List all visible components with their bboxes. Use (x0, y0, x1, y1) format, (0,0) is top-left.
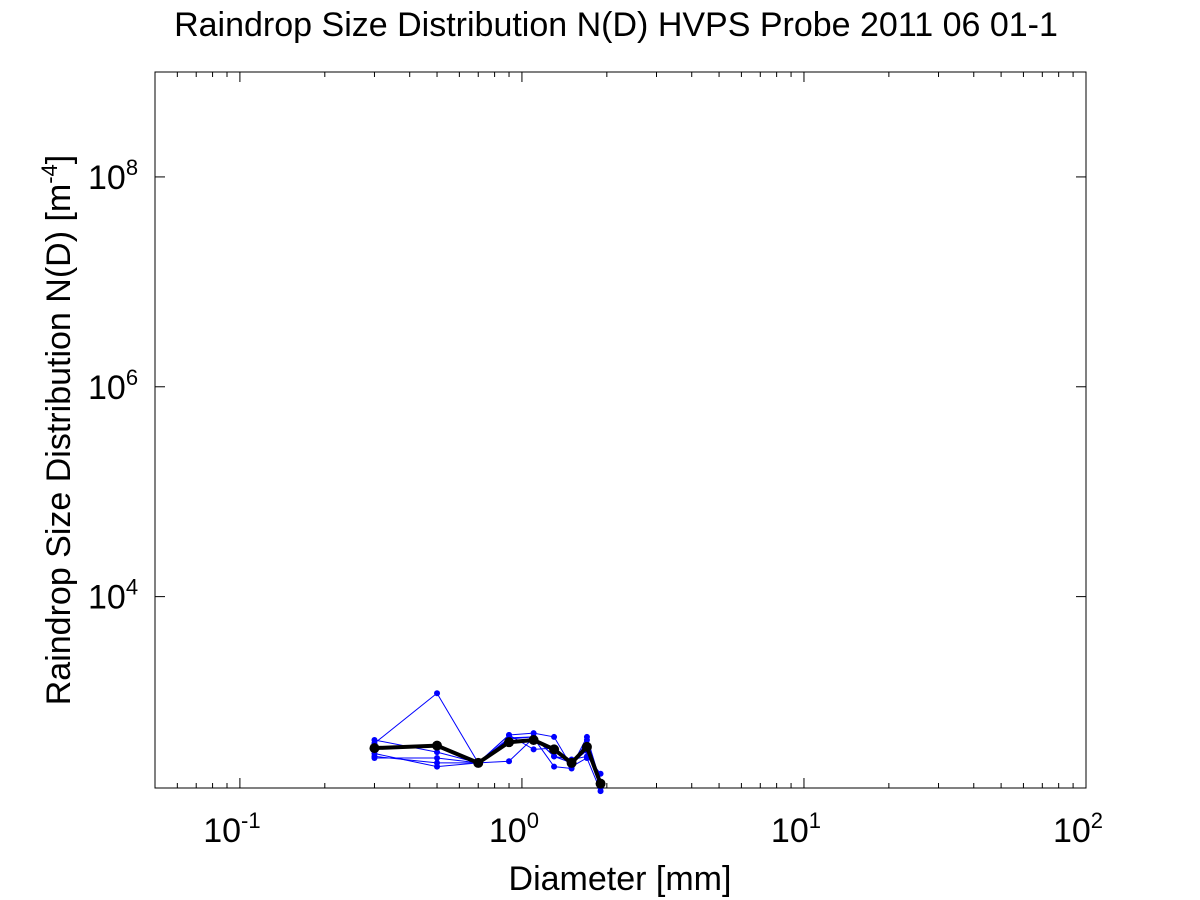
chart-title: Raindrop Size Distribution N(D) HVPS Pro… (174, 6, 1058, 44)
mean-point (566, 757, 577, 768)
series-point (506, 758, 513, 765)
y-axis-label-end: ] (40, 155, 78, 164)
series-point (434, 690, 441, 697)
y-tick-label-base: 10 (88, 159, 126, 197)
y-tick-label: 106 (88, 365, 138, 407)
series-point (434, 749, 441, 756)
x-tick-label-base: 10 (771, 812, 809, 850)
y-tick-label-exponent: 8 (126, 155, 138, 180)
mean-point (432, 740, 443, 751)
x-tick-label: 102 (1053, 808, 1103, 850)
y-tick-label: 108 (88, 155, 138, 197)
mean-point (528, 735, 539, 746)
x-tick-label-exponent: 2 (1091, 808, 1103, 833)
x-tick-label: 10-1 (203, 808, 260, 850)
series-point (371, 754, 378, 761)
mean-point (595, 778, 606, 789)
plot-area (154, 71, 1087, 789)
series-point (551, 733, 558, 740)
y-axis-label: Raindrop Size Distribution N(D) [m-4] (37, 155, 78, 706)
series-point (551, 763, 558, 770)
x-tick-label-exponent: 0 (527, 808, 539, 833)
x-axis-label: Diameter [mm] (509, 860, 732, 898)
series-point (530, 746, 537, 753)
data-series (369, 690, 606, 795)
mean-point (504, 737, 515, 748)
x-tick-label: 101 (771, 808, 821, 850)
mean-point (369, 743, 380, 754)
y-axis-label-text: Raindrop Size Distribution N(D) [m (40, 184, 78, 706)
series-point (551, 753, 558, 760)
mean-point (473, 757, 484, 768)
series-point (597, 788, 604, 795)
y-tick-label: 104 (88, 575, 138, 617)
x-tick-label-base: 10 (489, 812, 527, 850)
x-tick-label-base: 10 (203, 812, 241, 850)
y-axis-label-exponent: -4 (37, 164, 62, 184)
series-point (434, 759, 441, 766)
x-tick-label-exponent: -1 (241, 808, 261, 833)
y-tick-label-base: 10 (88, 369, 126, 407)
series-point (371, 737, 378, 744)
mean-point (549, 744, 560, 755)
x-tick-label: 100 (489, 808, 539, 850)
y-tick-label-base: 10 (88, 579, 126, 617)
series-point (434, 754, 441, 761)
x-tick-label-base: 10 (1053, 812, 1091, 850)
y-tick-label-exponent: 4 (126, 575, 138, 600)
y-tick-label-exponent: 6 (126, 365, 138, 390)
x-tick-label-exponent: 1 (809, 808, 821, 833)
series-point (583, 737, 590, 744)
mean-point (581, 741, 592, 752)
